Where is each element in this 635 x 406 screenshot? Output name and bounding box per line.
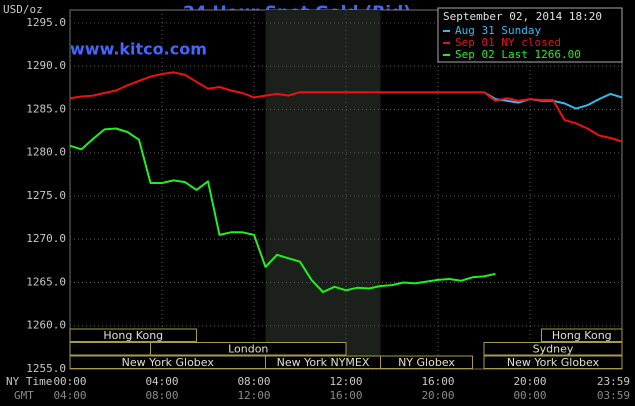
gmt-tick-label: 08:00 [145, 389, 178, 402]
x-tick-label: 08:00 [237, 375, 270, 388]
x-tick-label: 00:00 [53, 375, 86, 388]
gmt-tick-label: 04:00 [53, 389, 86, 402]
y-tick-label: 1275.0 [26, 189, 66, 202]
series-line [69, 127, 496, 293]
x-tick-label: 16:00 [421, 375, 454, 388]
session-label: Hong Kong [103, 329, 163, 342]
session-box [69, 342, 151, 356]
y-tick-label: 1265.0 [26, 275, 66, 288]
gmt-tick-label: 20:00 [421, 389, 454, 402]
session-box [150, 342, 347, 356]
session-label: New York Globex [507, 356, 600, 369]
x-tick-label: 12:00 [329, 375, 362, 388]
y-axis-label: USD/oz [3, 3, 43, 16]
session-box [380, 355, 473, 369]
series-line [69, 71, 623, 143]
y-tick-label: 1270.0 [26, 232, 66, 245]
pit-session-shade [265, 10, 381, 369]
x-tick-label: 23:59 [597, 375, 630, 388]
gmt-tick-label: 00:00 [513, 389, 546, 402]
session-box [483, 342, 623, 356]
x-label-gmt: GMT [14, 389, 34, 402]
x-tick-label: 20:00 [513, 375, 546, 388]
legend-label: Aug 31 Sunday [455, 24, 541, 37]
session-label: New York NYMEX [277, 356, 370, 369]
watermark: www.kitco.com [70, 40, 207, 59]
gmt-tick-label: 16:00 [329, 389, 362, 402]
x-tick-label: 04:00 [145, 375, 178, 388]
y-tick-label: 1285.0 [26, 102, 66, 115]
session-label: London [228, 343, 268, 356]
legend-box [437, 7, 623, 63]
x-label-ny: NY Time [6, 375, 52, 388]
y-tick-label: 1290.0 [26, 59, 66, 72]
session-label: Hong Kong [552, 329, 612, 342]
y-tick-label: 1295.0 [26, 16, 66, 29]
session-box [541, 328, 623, 342]
y-tick-label: 1260.0 [26, 319, 66, 332]
y-tick-label: 1255.0 [26, 362, 66, 375]
legend-label: Sep 01 NY closed [455, 36, 561, 49]
legend-timestamp: September 02, 2014 18:20 [443, 10, 602, 23]
session-box [69, 328, 197, 342]
gmt-tick-label: 03:59 [597, 389, 630, 402]
session-label: Sydney [533, 343, 574, 356]
y-tick-label: 1280.0 [26, 146, 66, 159]
session-box [483, 355, 623, 369]
session-label: NY Globex [398, 356, 455, 369]
gmt-tick-label: 12:00 [237, 389, 270, 402]
legend-label: Sep 02 Last 1266.00 [455, 48, 581, 61]
session-label: New York Globex [122, 356, 215, 369]
